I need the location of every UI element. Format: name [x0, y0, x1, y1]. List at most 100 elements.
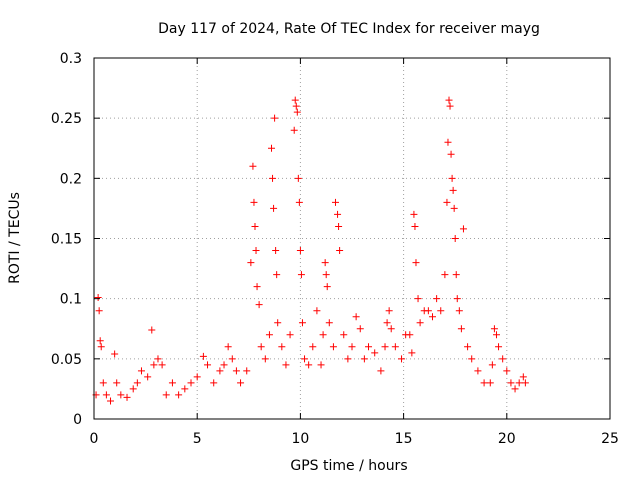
data-point: [424, 307, 432, 315]
data-point: [309, 343, 317, 351]
y-tick-label: 0.3: [60, 51, 82, 67]
data-point: [391, 343, 399, 351]
data-point: [282, 361, 290, 369]
y-axis-label: ROTI / TECUs: [7, 192, 23, 284]
data-point: [323, 283, 331, 291]
data-point: [412, 259, 420, 267]
y-tick-label: 0.05: [51, 352, 82, 368]
y-tick-label: 0.2: [60, 171, 82, 187]
data-point: [228, 355, 236, 363]
data-point: [499, 355, 507, 363]
y-tick-label: 0.25: [51, 111, 82, 127]
tick-labels: 0 5 10 15 20 25 0 0.05 0.1 0.15 0.2 0.25 0.3: [51, 51, 619, 447]
data-point: [519, 373, 527, 381]
data-point: [293, 108, 301, 116]
data-point: [278, 343, 286, 351]
data-point: [261, 355, 269, 363]
data-point: [416, 319, 424, 327]
data-point: [488, 361, 496, 369]
x-tick-label: 25: [601, 431, 619, 447]
data-point: [97, 343, 105, 351]
x-tick-label: 5: [193, 431, 202, 447]
data-point: [451, 235, 459, 242]
data-point: [521, 379, 529, 387]
data-point: [117, 391, 125, 399]
data-point: [290, 126, 298, 134]
data-point: [148, 326, 156, 334]
data-point: [252, 247, 260, 255]
data-point: [385, 307, 393, 315]
y-tick-label: 0: [73, 412, 82, 428]
data-point: [331, 198, 339, 206]
data-point: [187, 379, 195, 387]
data-point: [408, 349, 416, 357]
data-point: [428, 313, 436, 321]
data-point: [158, 361, 166, 369]
data-point: [210, 379, 218, 387]
data-point: [107, 397, 115, 405]
data-point: [406, 331, 414, 339]
data-point: [444, 138, 452, 146]
data-point: [296, 247, 304, 255]
data-point: [220, 361, 228, 369]
axis-ticks: [93, 57, 611, 420]
data-point: [441, 271, 449, 279]
data-point: [360, 355, 368, 363]
data-point: [334, 210, 342, 218]
data-point: [321, 259, 329, 267]
data-point: [193, 373, 201, 381]
data-point: [486, 379, 494, 387]
data-point: [232, 367, 240, 375]
data-point: [301, 355, 309, 363]
data-point: [383, 319, 391, 327]
data-point: [270, 204, 278, 212]
data-point: [291, 96, 299, 104]
data-point: [317, 361, 325, 369]
data-point: [507, 379, 515, 387]
data-point: [295, 198, 303, 206]
data-point: [305, 361, 313, 369]
data-point: [453, 295, 461, 303]
data-point: [340, 331, 348, 339]
chart-title: Day 117 of 2024, Rate Of TEC Index for r…: [158, 21, 540, 37]
x-tick-label: 10: [291, 431, 309, 447]
x-tick-label: 15: [395, 431, 413, 447]
y-tick-label: 0.1: [60, 292, 82, 308]
data-point: [294, 174, 302, 182]
data-point: [503, 367, 511, 375]
data-point: [257, 343, 265, 351]
data-point: [414, 295, 422, 303]
data-point: [443, 198, 451, 206]
data-point: [344, 355, 352, 363]
data-point: [365, 343, 373, 351]
data-point: [144, 373, 152, 381]
y-tick-label: 0.15: [51, 232, 82, 248]
data-point: [352, 313, 360, 321]
data-point: [474, 367, 482, 375]
data-point: [449, 186, 457, 194]
data-point: [113, 379, 121, 387]
data-point: [272, 247, 280, 255]
data-point: [133, 379, 141, 387]
data-point: [269, 174, 277, 182]
data-point: [495, 343, 503, 351]
data-point: [336, 247, 344, 255]
data-point: [377, 367, 385, 375]
data-point: [464, 343, 472, 351]
data-point: [325, 319, 333, 327]
data-point: [292, 102, 300, 110]
data-point: [411, 222, 419, 230]
data-point: [322, 271, 330, 279]
data-point: [137, 367, 145, 375]
data-point: [247, 259, 255, 267]
data-point: [410, 210, 418, 218]
data-point: [515, 379, 523, 387]
data-point: [452, 271, 460, 279]
grid-lines: [94, 58, 610, 419]
data-point: [446, 102, 454, 110]
data-point: [253, 283, 261, 291]
data-point: [398, 355, 406, 363]
data-point: [448, 174, 456, 182]
